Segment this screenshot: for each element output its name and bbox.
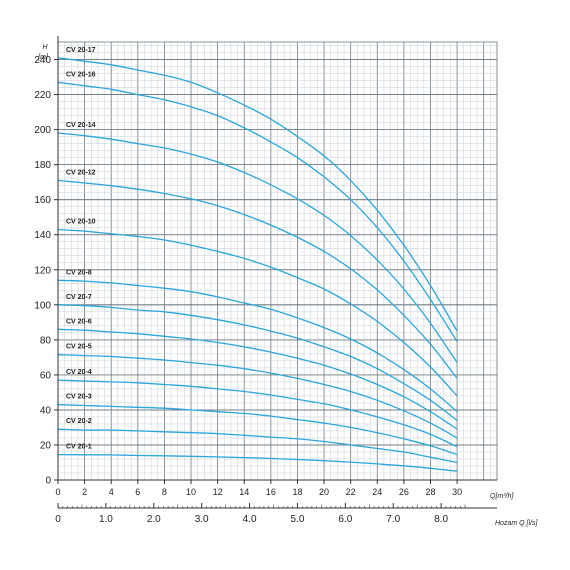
curve-label: CV 20-12	[66, 169, 96, 176]
plot-grid	[57, 41, 498, 481]
x-tick-label: 20	[319, 487, 329, 497]
y-tick-label: 200	[34, 125, 51, 136]
x-axis-label: Q[m³/h]	[490, 493, 514, 500]
x-tick-label: 4	[109, 487, 114, 497]
x2-tick-label: 6.0	[338, 514, 352, 525]
curve-label: CV 20-6	[66, 318, 92, 325]
x2-tick-label: 7.0	[386, 514, 400, 525]
y-tick-label: 80	[40, 335, 52, 346]
curve-label: CV 20-17	[66, 47, 96, 54]
x-tick-label: 30	[452, 487, 462, 497]
pump-curve	[57, 328, 458, 430]
y-tick-label: 0	[45, 476, 51, 487]
x-tick-label: 28	[425, 487, 435, 497]
x-tick-label: 2	[82, 487, 87, 497]
pump-curve	[57, 404, 458, 456]
x-tick-label: 22	[346, 487, 356, 497]
y-tick-label: 220	[34, 90, 51, 101]
pump-curve	[57, 81, 458, 342]
x-tick-label: 14	[239, 487, 249, 497]
x-tick-label: 12	[213, 487, 223, 497]
x-tick-label: 8	[162, 487, 167, 497]
curve-label: CV 20-16	[66, 71, 96, 78]
pump-curve	[57, 179, 458, 379]
x2-tick-label: 2.0	[147, 514, 161, 525]
curve-label: CV 20-2	[66, 418, 92, 425]
pump-curve	[57, 379, 458, 448]
x2-tick-label: 0	[55, 514, 61, 525]
y-tick-label: 40	[40, 405, 52, 416]
y-axis-unit: [m]	[37, 54, 49, 61]
x2-tick-label: 5.0	[291, 514, 305, 525]
pump-curve	[57, 228, 458, 397]
x-tick-label: 26	[399, 487, 409, 497]
pump-curve	[57, 354, 458, 439]
x2-axis-label: Hozam Q [l/s]	[495, 520, 538, 527]
x2-tick-label: 1.0	[99, 514, 113, 525]
curve-label: CV 20-3	[66, 394, 92, 401]
curve-label: CV 20-1	[66, 444, 92, 451]
x-tick-label: 10	[186, 487, 196, 497]
curve-label: CV 20-4	[66, 369, 92, 376]
curve-label: CV 20-5	[66, 344, 92, 351]
pump-curve	[57, 428, 458, 464]
pump-curve	[57, 453, 458, 472]
chart-labels: H [m] Q[m³/h] Hozam Q [l/s] CV 20-17 CV 2…	[37, 44, 538, 527]
y-axis-label: H	[42, 44, 48, 51]
pump-curve	[57, 304, 458, 421]
x-tick-label: 24	[372, 487, 382, 497]
y-tick-label: 60	[40, 370, 52, 381]
pump-curve	[57, 57, 458, 332]
y-tick-label: 180	[34, 160, 51, 171]
y-tick-label: 240	[34, 55, 51, 66]
pump-curves	[57, 57, 458, 472]
x-tick-label: 6	[135, 487, 140, 497]
y-tick-label: 100	[34, 300, 51, 311]
x-tick-label: 16	[266, 487, 276, 497]
x2-tick-label: 4.0	[243, 514, 257, 525]
x-tick-label: 0	[55, 487, 60, 497]
y-tick-label: 140	[34, 230, 51, 241]
pump-curve	[57, 132, 458, 363]
x-tick-label: 18	[292, 487, 302, 497]
curve-label: CV 20-14	[66, 122, 96, 129]
pump-curve	[57, 279, 458, 413]
y-tick-label: 160	[34, 195, 51, 206]
curve-label: CV 20-10	[66, 218, 96, 225]
curve-label: CV 20-7	[66, 294, 92, 301]
x2-tick-label: 8.0	[434, 514, 448, 525]
y-tick-label: 120	[34, 265, 51, 276]
y-tick-label: 20	[40, 440, 52, 451]
x2-tick-label: 3.0	[195, 514, 209, 525]
curve-label: CV 20-8	[66, 269, 92, 276]
